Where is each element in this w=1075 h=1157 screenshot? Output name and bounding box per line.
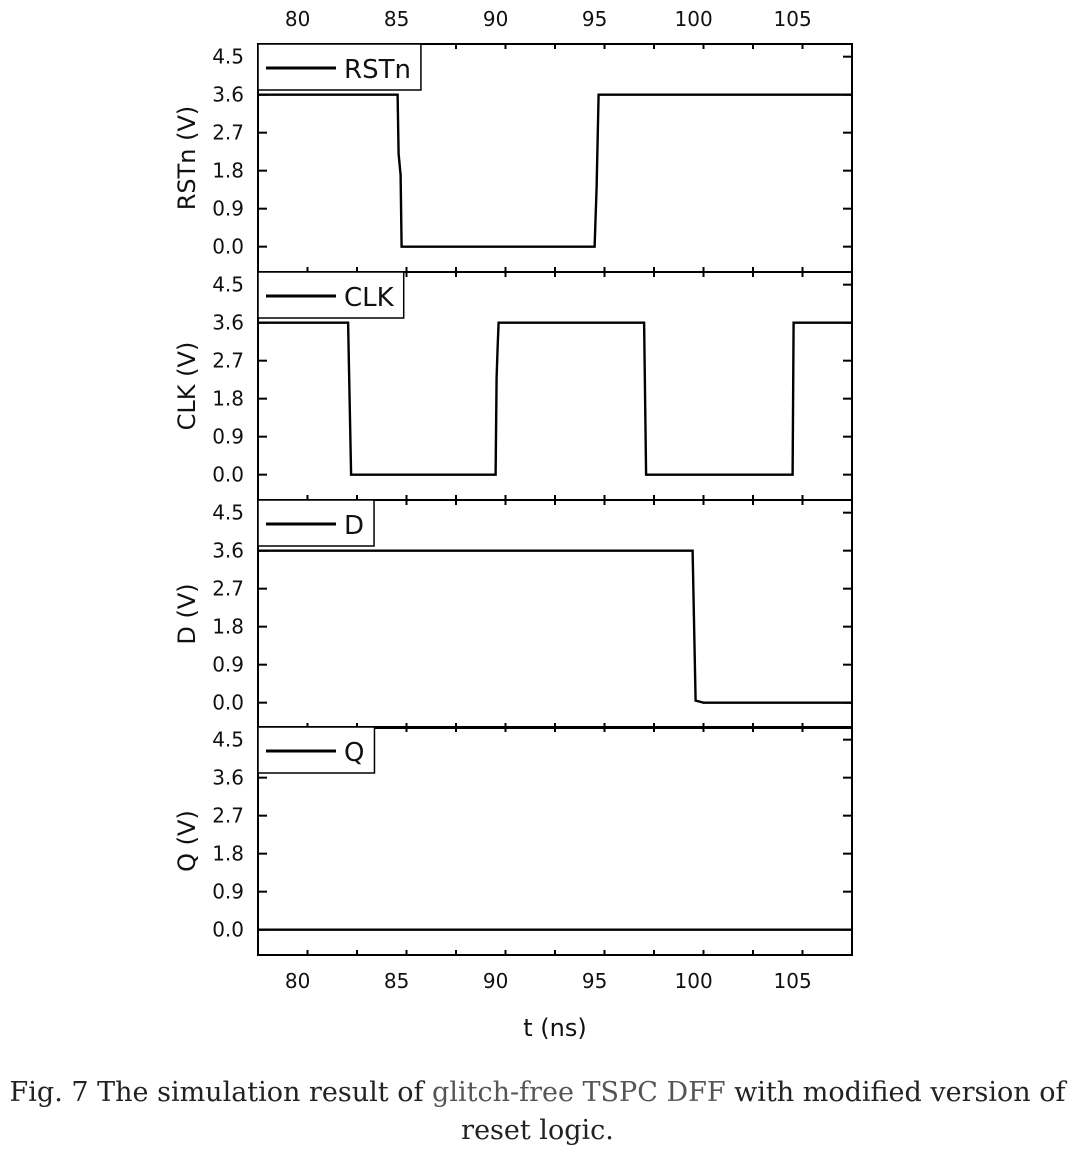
clk-y-axis-label: CLK (V) bbox=[173, 342, 201, 431]
stacked-waveform-chart: 0.0 0.9 1.8 2.7 3.6 4.5 RSTn (V) RSTn 0.0 0.9 1.8 2… bbox=[173, 7, 853, 1042]
x-tick-label-bottom: 105 bbox=[774, 969, 812, 993]
q-y-tick-label: 4.5 bbox=[212, 728, 244, 752]
q-y-axis-label: Q (V) bbox=[173, 810, 201, 872]
x-axis-label: t (ns) bbox=[523, 1014, 586, 1042]
q-y-tick-label: 2.7 bbox=[212, 804, 244, 828]
rstn-y-tick-label: 4.5 bbox=[212, 45, 244, 69]
d-y-tick-label: 0.9 bbox=[212, 653, 244, 677]
x-tick-label-top: 90 bbox=[483, 7, 508, 31]
x-tick-label-top: 100 bbox=[675, 7, 713, 31]
q-y-tick-label: 3.6 bbox=[212, 766, 244, 790]
q-y-tick-label: 0.0 bbox=[212, 918, 244, 942]
d-y-axis-label: D (V) bbox=[173, 583, 201, 644]
figure-caption: Fig. 7 The simulation result of glitch-f… bbox=[0, 1074, 1075, 1150]
q-legend-label: Q bbox=[344, 738, 364, 768]
clk-y-tick-label: 1.8 bbox=[212, 387, 244, 411]
x-tick-label-bottom: 95 bbox=[582, 969, 607, 993]
d-y-tick-label: 1.8 bbox=[212, 615, 244, 639]
caption-prefix: Fig. 7 The simulation result of bbox=[9, 1077, 433, 1108]
caption-suffix: with modified version of reset logic. bbox=[461, 1077, 1066, 1146]
d-legend-label: D bbox=[344, 511, 364, 541]
caption-highlight: glitch-free TSPC DFF bbox=[432, 1077, 726, 1108]
x-tick-label-top: 80 bbox=[285, 7, 310, 31]
x-tick-label-bottom: 80 bbox=[285, 969, 310, 993]
clk-legend-label: CLK bbox=[344, 283, 395, 313]
clk-y-tick-label: 0.0 bbox=[212, 463, 244, 487]
rstn-y-tick-label: 1.8 bbox=[212, 159, 244, 183]
clk-y-tick-label: 3.6 bbox=[212, 311, 244, 335]
d-y-tick-label: 3.6 bbox=[212, 539, 244, 563]
d-y-tick-label: 4.5 bbox=[212, 501, 244, 525]
rstn-legend-box bbox=[257, 43, 422, 91]
q-y-tick-label: 0.9 bbox=[212, 880, 244, 904]
x-tick-label-top: 105 bbox=[774, 7, 812, 31]
rstn-waveform bbox=[258, 93, 852, 248]
d-waveform bbox=[258, 549, 852, 704]
x-tick-label-bottom: 100 bbox=[675, 969, 713, 993]
clk-y-tick-label: 4.5 bbox=[212, 273, 244, 297]
rstn-y-axis-label: RSTn (V) bbox=[173, 106, 201, 211]
rstn-y-tick-label: 3.6 bbox=[212, 83, 244, 107]
x-tick-label-bottom: 85 bbox=[384, 969, 409, 993]
x-tick-label-top: 95 bbox=[582, 7, 607, 31]
rstn-y-tick-label: 2.7 bbox=[212, 121, 244, 145]
q-y-tick-label: 1.8 bbox=[212, 842, 244, 866]
d-y-tick-label: 2.7 bbox=[212, 577, 244, 601]
clk-waveform bbox=[258, 321, 852, 476]
rstn-y-tick-label: 0.9 bbox=[212, 197, 244, 221]
rstn-legend-label: RSTn bbox=[344, 55, 411, 85]
x-tick-label-bottom: 90 bbox=[483, 969, 508, 993]
clk-y-tick-label: 2.7 bbox=[212, 349, 244, 373]
x-tick-label-top: 85 bbox=[384, 7, 409, 31]
d-y-tick-label: 0.0 bbox=[212, 691, 244, 715]
rstn-y-tick-label: 0.0 bbox=[212, 235, 244, 259]
clk-y-tick-label: 0.9 bbox=[212, 425, 244, 449]
